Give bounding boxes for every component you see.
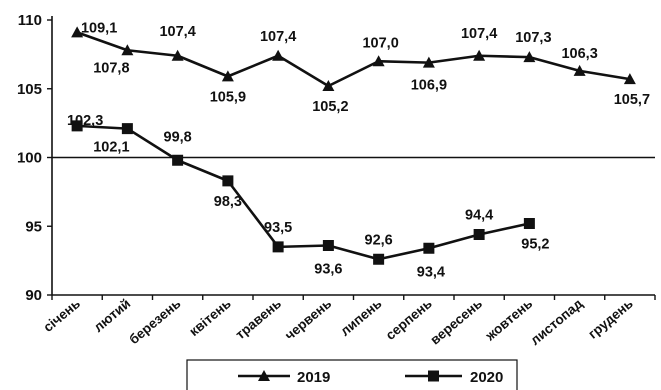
point-marker-2019 xyxy=(171,49,184,61)
x-tick-label: грудень xyxy=(585,296,636,342)
point-marker-2019 xyxy=(121,44,134,56)
data-label-2019: 106,9 xyxy=(411,78,447,94)
data-label-2019: 107,4 xyxy=(461,26,497,42)
x-tick-label: липень xyxy=(337,296,384,339)
point-marker-2019 xyxy=(221,70,234,82)
point-marker-2020 xyxy=(322,240,334,251)
point-marker-2020 xyxy=(523,218,535,229)
point-marker-2020 xyxy=(121,123,133,135)
data-label-2020: 93,4 xyxy=(417,264,445,280)
x-tick-label: червень xyxy=(282,296,334,343)
legend-marker-2019 xyxy=(258,370,270,381)
data-label-2019: 107,8 xyxy=(93,60,129,76)
data-label-2019: 107,0 xyxy=(362,35,398,51)
x-tick-label: травень xyxy=(233,296,284,342)
point-marker-2019 xyxy=(473,49,486,61)
point-marker-2019 xyxy=(322,80,335,91)
point-marker-2019 xyxy=(573,64,586,76)
legend-label-2020: 2020 xyxy=(470,369,503,386)
data-label-2020: 92,6 xyxy=(365,232,393,248)
x-tick-label: лютий xyxy=(91,296,134,335)
x-tick-label: квітень xyxy=(186,296,233,339)
x-tick-label: вересень xyxy=(427,296,485,348)
data-label-2020: 102,1 xyxy=(93,140,129,156)
data-label-2020: 102,3 xyxy=(67,113,103,129)
data-label-2019: 107,4 xyxy=(260,29,296,45)
y-axis-ticks: 90 95 100 105 110 xyxy=(17,12,52,304)
series-line-2020 xyxy=(77,124,530,261)
point-marker-2020 xyxy=(272,241,284,253)
y-tick-label: 95 xyxy=(25,218,42,235)
point-marker-2019 xyxy=(71,26,84,38)
point-marker-2020 xyxy=(423,242,435,254)
data-label-2020: 98,3 xyxy=(214,194,242,210)
legend-label-2019: 2019 xyxy=(297,369,330,386)
x-tick-label: січень xyxy=(40,296,83,335)
data-label-2019: 107,4 xyxy=(159,24,195,40)
point-marker-2019 xyxy=(372,55,385,67)
data-label-2019: 107,3 xyxy=(515,30,551,46)
legend: 2019 2020 xyxy=(186,359,518,390)
data-label-2020: 95,2 xyxy=(521,237,549,253)
y-tick-label: 110 xyxy=(18,12,42,29)
point-marker-2020 xyxy=(71,120,83,132)
y-tick-label: 90 xyxy=(25,287,42,304)
data-label-2020: 93,5 xyxy=(264,220,292,236)
data-label-2019: 105,2 xyxy=(312,99,348,115)
point-marker-2020 xyxy=(373,253,385,265)
legend-marker-2020 xyxy=(428,370,439,382)
point-marker-2020 xyxy=(473,229,485,240)
data-label-2019: 105,9 xyxy=(210,89,246,105)
data-label-2020: 93,6 xyxy=(314,262,342,278)
point-marker-2019 xyxy=(272,49,285,61)
data-label-2020: 94,4 xyxy=(465,208,493,224)
series-line-2019 xyxy=(76,31,631,88)
point-marker-2019 xyxy=(422,56,435,68)
point-marker-2020 xyxy=(222,175,234,187)
series-layer xyxy=(71,26,636,265)
data-label-2019: 109,1 xyxy=(81,20,117,36)
point-marker-2019 xyxy=(523,51,536,63)
point-marker-2020 xyxy=(172,154,184,166)
data-labels: 109,1 107,8 107,4 105,9 107,4 105,2 107,0 106,9… xyxy=(67,20,650,280)
legend-box xyxy=(186,359,518,390)
y-tick-label: 105 xyxy=(17,81,42,98)
data-label-2019: 106,3 xyxy=(561,46,597,62)
point-marker-2019 xyxy=(623,73,636,85)
data-label-2019: 105,7 xyxy=(614,92,650,108)
x-tick-label: березень xyxy=(126,296,183,347)
data-label-2020: 99,8 xyxy=(164,129,192,145)
x-tick-label: листопад xyxy=(527,296,585,348)
y-tick-label: 100 xyxy=(17,150,42,167)
